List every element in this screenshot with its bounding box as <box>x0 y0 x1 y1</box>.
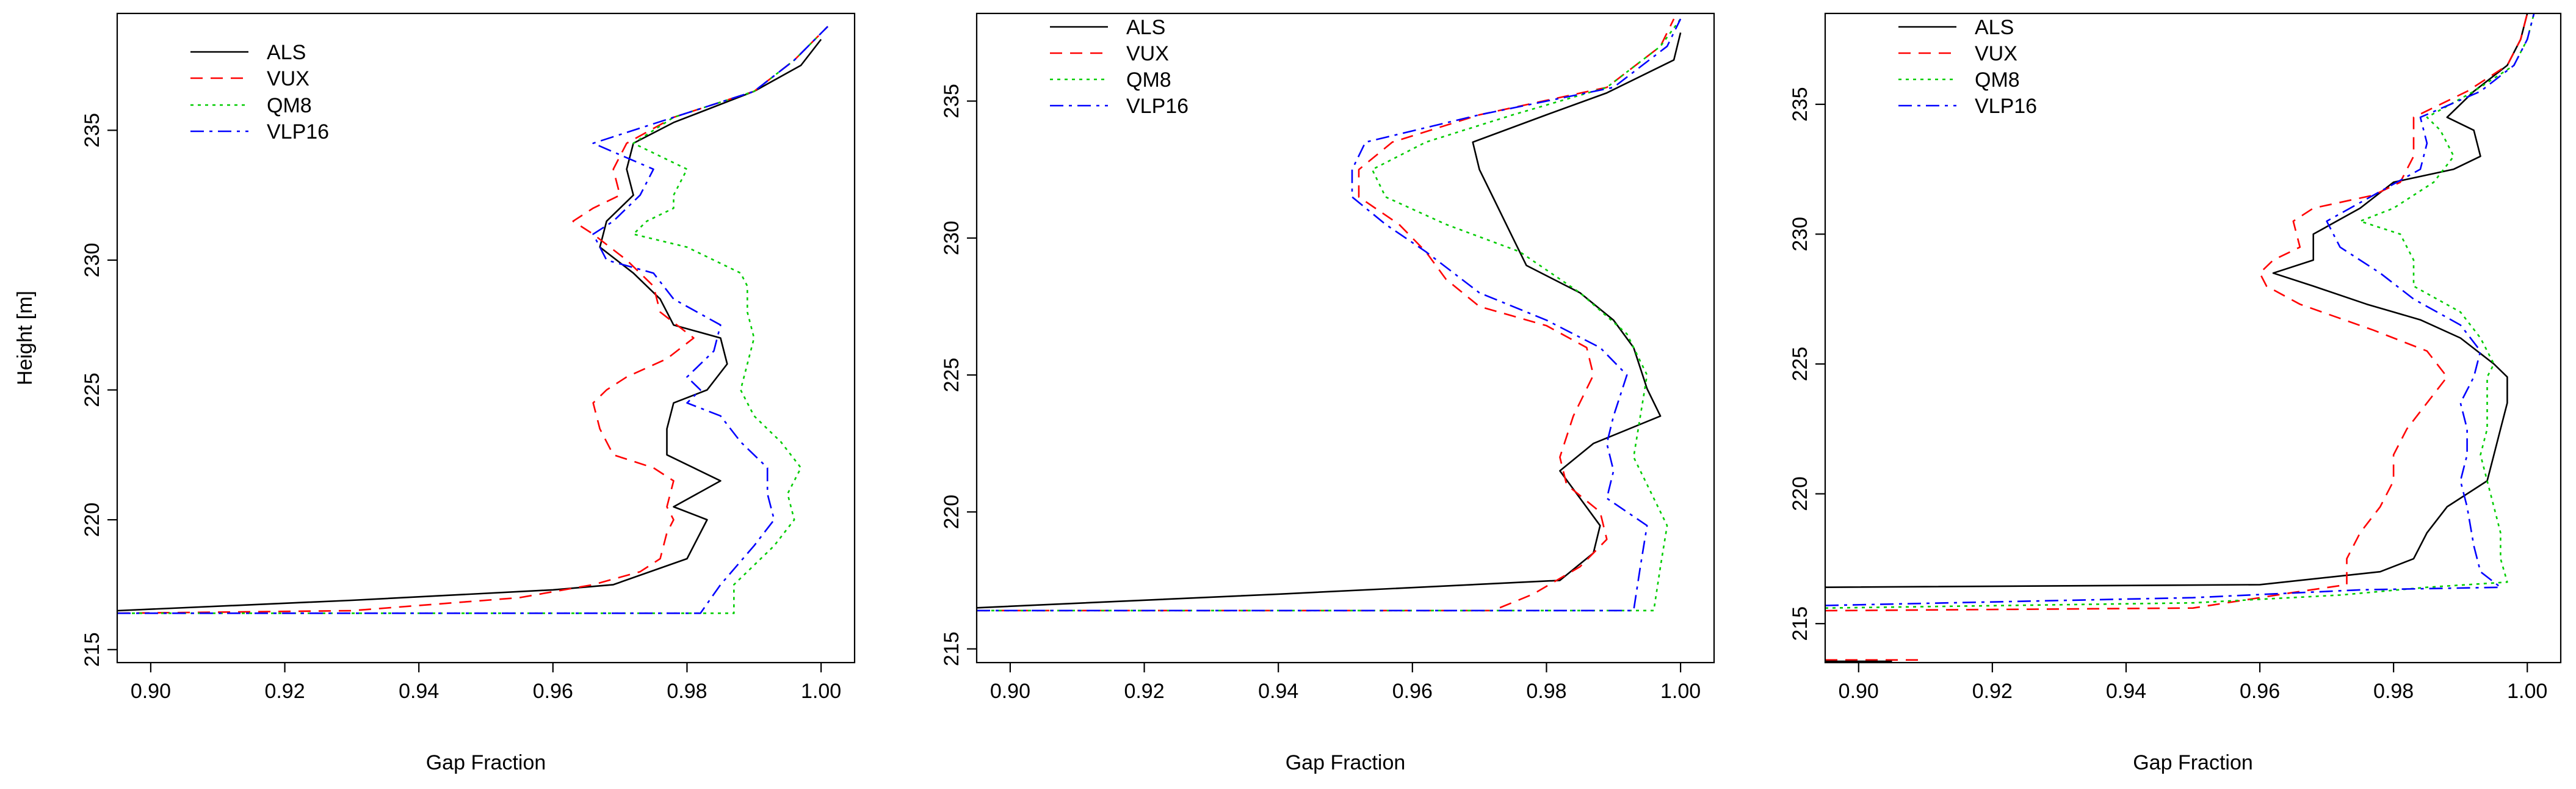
legend-label-als: ALS <box>1975 16 2014 39</box>
series-group <box>117 26 829 614</box>
series-line-vux <box>977 18 1675 612</box>
y-axis-title: Height [m] <box>13 291 37 385</box>
legend: ALS VUX QM8 VLP16 <box>1050 16 1189 118</box>
chart-panel-2: 0.90 0.92 0.94 0.96 0.98 1.00 215 220 225 230 235 G… <box>940 12 1715 774</box>
legend-label-vlp16: VLP16 <box>1126 95 1189 118</box>
x-axis-title: Gap Fraction <box>1286 751 1406 774</box>
legend-label-qm8: QM8 <box>267 94 312 117</box>
legend-label-als: ALS <box>1126 16 1165 39</box>
series-line-vux <box>117 26 829 614</box>
y-tick-label: 235 <box>81 113 104 148</box>
legend-label-vux: VUX <box>267 67 309 90</box>
x-tick-label: 1.00 <box>2507 680 2547 703</box>
plot-frame <box>1824 12 2562 664</box>
y-tick-label: 230 <box>81 243 104 278</box>
x-tick-label: 0.92 <box>264 680 305 703</box>
x-tick-label: 0.90 <box>1839 680 1879 703</box>
series-group <box>977 18 1682 612</box>
y-tick-label: 230 <box>1789 217 1812 252</box>
series-line-als <box>117 38 822 612</box>
x-tick-label: 1.00 <box>801 680 841 703</box>
x-tick-label: 0.96 <box>533 680 573 703</box>
series-line-vlp16 <box>1825 13 2535 606</box>
legend-label-vlp16: VLP16 <box>267 120 329 144</box>
x-axis-title: Gap Fraction <box>426 751 546 774</box>
y-tick-label: 230 <box>940 220 963 255</box>
y-tick-label: 220 <box>1789 476 1812 511</box>
plot-frame <box>116 12 856 664</box>
series-line-vlp16 <box>977 18 1682 612</box>
series-line-vlp16 <box>117 26 829 614</box>
plot-frame <box>975 12 1715 664</box>
legend-label-vux: VUX <box>1975 42 2017 65</box>
y-tick-label: 235 <box>1789 87 1812 122</box>
y-tick-label: 220 <box>940 495 963 529</box>
x-tick-label: 0.94 <box>399 680 439 703</box>
series-line-qm8 <box>1825 13 2535 609</box>
chart-panel-3: 0.90 0.92 0.94 0.96 0.98 1.00 215 220 225 230 235 G… <box>1789 12 2562 774</box>
y-tick-label: 215 <box>1789 606 1812 641</box>
series-line-qm8 <box>117 26 829 614</box>
x-tick-label: 0.98 <box>2373 680 2414 703</box>
series-line-als <box>1825 13 2528 588</box>
series-line-qm8 <box>977 18 1682 612</box>
x-axis-title: Gap Fraction <box>2133 751 2253 774</box>
series-line-als <box>977 32 1682 609</box>
x-tick-label: 0.94 <box>2106 680 2146 703</box>
y-tick-label: 215 <box>940 631 963 666</box>
x-tick-label: 0.98 <box>667 680 707 703</box>
x-tick-label: 0.94 <box>1258 680 1298 703</box>
y-tick-label: 225 <box>940 358 963 393</box>
x-tick-label: 0.92 <box>1972 680 2013 703</box>
legend-label-vux: VUX <box>1126 42 1169 65</box>
y-tick-label: 220 <box>81 503 104 537</box>
x-tick-label: 0.96 <box>1392 680 1433 703</box>
legend: ALS VUX QM8 VLP16 <box>190 41 329 144</box>
x-tick-label: 0.90 <box>990 680 1030 703</box>
legend: ALS VUX QM8 VLP16 <box>1898 16 2037 118</box>
x-tick-label: 0.90 <box>131 680 171 703</box>
legend-label-vlp16: VLP16 <box>1975 95 2037 118</box>
legend-label-qm8: QM8 <box>1975 68 2020 92</box>
y-tick-label: 215 <box>81 632 104 667</box>
x-tick-label: 0.92 <box>1124 680 1164 703</box>
chart-panel-1: 0.90 0.92 0.94 0.96 0.98 1.00 215 220 225 230 235 G… <box>13 12 856 774</box>
y-tick-label: 225 <box>1789 347 1812 382</box>
y-tick-label: 225 <box>81 373 104 407</box>
legend-label-als: ALS <box>267 41 306 64</box>
y-tick-label: 235 <box>940 84 963 118</box>
x-tick-label: 0.96 <box>2240 680 2280 703</box>
series-group <box>1825 13 2535 663</box>
x-tick-label: 1.00 <box>1660 680 1701 703</box>
legend-label-qm8: QM8 <box>1126 68 1171 92</box>
series-line-vux <box>1825 13 2528 612</box>
x-tick-label: 0.98 <box>1526 680 1566 703</box>
